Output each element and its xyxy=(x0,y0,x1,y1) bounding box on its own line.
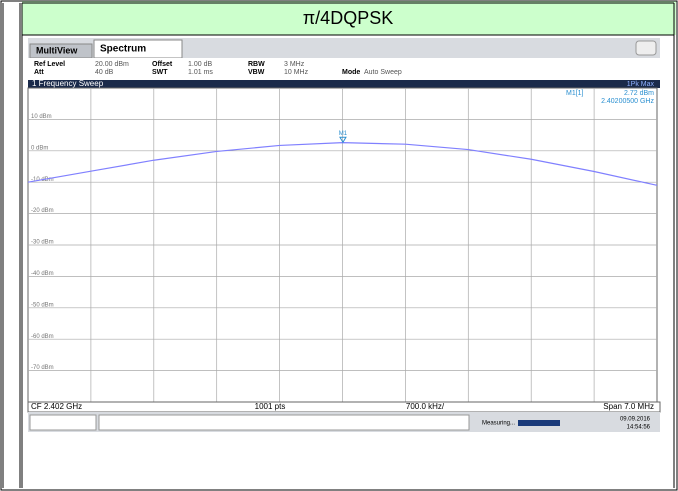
footer-label: 1001 pts xyxy=(255,402,286,411)
settings-panel xyxy=(28,58,660,80)
setting-name: Ref Level xyxy=(34,61,65,68)
marker-label: M1 xyxy=(339,131,348,137)
menu-button[interactable] xyxy=(635,40,657,56)
trace-label: 1Pk Max xyxy=(627,81,655,88)
setting-name: Mode xyxy=(342,69,360,76)
setting-value: 10 MHz xyxy=(284,69,309,76)
status-text: Measuring... xyxy=(482,421,515,427)
header-title: π/4DQPSK xyxy=(303,8,393,28)
setting-value: Auto Sweep xyxy=(364,69,402,76)
tab-label[interactable]: Spectrum xyxy=(100,44,146,55)
y-tick-label: -30 dBm xyxy=(31,240,54,246)
footer-label: Span 7.0 MHz xyxy=(603,402,654,411)
setting-value: 40 dB xyxy=(95,69,114,76)
y-tick-label: -60 dBm xyxy=(31,334,54,340)
tab-bar xyxy=(28,38,660,58)
y-tick-label: 0 dBm xyxy=(31,145,48,151)
setting-value: 20.00 dBm xyxy=(95,61,129,68)
y-tick-label: -50 dBm xyxy=(31,302,54,308)
footer-label: 700.0 kHz/ xyxy=(406,402,445,411)
tab-label[interactable]: MultiView xyxy=(36,45,78,55)
status-date: 09.09.2016 xyxy=(620,417,651,423)
progress-bar xyxy=(518,420,560,426)
trace xyxy=(27,142,658,186)
y-tick-label: -70 dBm xyxy=(31,365,54,371)
setting-value: 3 MHz xyxy=(284,61,305,68)
status-box xyxy=(98,414,470,431)
y-tick-label: 10 dBm xyxy=(31,114,52,120)
window-title-bar xyxy=(28,80,660,88)
y-tick-label: -20 dBm xyxy=(31,208,54,214)
status-time: 14:54:56 xyxy=(627,425,651,431)
setting-name: SWT xyxy=(152,69,168,76)
marker-value: 2.72 dBm xyxy=(624,90,654,97)
footer-bar xyxy=(27,401,661,413)
setting-name: Offset xyxy=(152,61,173,68)
marker xyxy=(339,136,347,144)
marker-name: M1[1] xyxy=(566,90,584,97)
header-cell xyxy=(22,1,676,35)
status-box xyxy=(29,414,97,431)
setting-value: 1.00 dB xyxy=(188,61,212,68)
window-title: 1 Frequency Sweep xyxy=(32,79,104,88)
marker-frequency: 2.40200500 GHz xyxy=(601,98,654,105)
setting-value: 1.01 ms xyxy=(188,69,213,76)
setting-name: RBW xyxy=(248,61,265,68)
setting-name: Att xyxy=(34,69,44,76)
setting-name: VBW xyxy=(248,69,265,76)
y-tick-label: -40 dBm xyxy=(31,271,54,277)
footer-label: CF 2.402 GHz xyxy=(31,402,82,411)
